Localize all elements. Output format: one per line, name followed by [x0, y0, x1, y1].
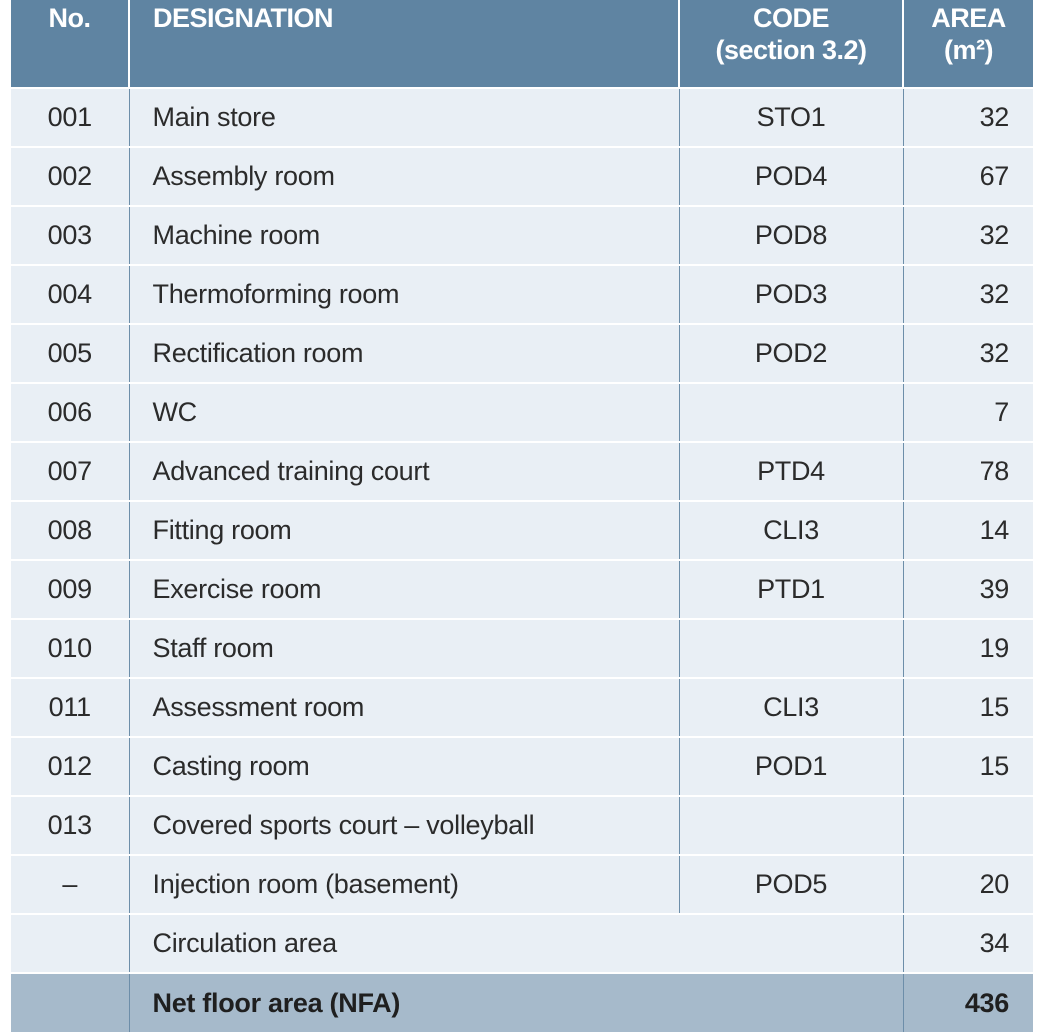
table-row: 008 Fitting room CLI3 14 [11, 500, 1033, 561]
cell-area: 15 [903, 736, 1033, 797]
cell-code: PTD4 [679, 441, 904, 502]
header-area-line1: AREA [931, 3, 1006, 33]
cell-area: 78 [903, 441, 1033, 502]
cell-code [679, 795, 904, 856]
circulation-row: Circulation area 34 [11, 913, 1033, 974]
header-code: CODE (section 3.2) [679, 0, 904, 88]
cell-no: – [11, 854, 130, 915]
cell-code: POD4 [679, 146, 904, 207]
header-designation: DESIGNATION [129, 0, 680, 88]
table-row: 007 Advanced training court PTD4 78 [11, 441, 1033, 502]
header-code-line2: (section 3.2) [715, 35, 867, 65]
table-row: 001 Main store STO1 32 [11, 87, 1033, 148]
header-area: AREA (m²) [903, 0, 1033, 88]
cell-designation: Advanced training court [129, 441, 680, 502]
total-no-empty [11, 972, 130, 1032]
cell-no: 013 [11, 795, 130, 856]
cell-no: 010 [11, 618, 130, 679]
cell-designation: Machine room [129, 205, 680, 266]
cell-no: 012 [11, 736, 130, 797]
table-row: 012 Casting room POD1 15 [11, 736, 1033, 797]
cell-area: 7 [903, 382, 1033, 443]
cell-code: CLI3 [679, 677, 904, 738]
cell-designation: Covered sports court – volleyball [129, 795, 680, 856]
table-row: 005 Rectification room POD2 32 [11, 323, 1033, 384]
cell-area: 14 [903, 500, 1033, 561]
cell-designation: Thermoforming room [129, 264, 680, 325]
cell-no: 004 [11, 264, 130, 325]
table-row: 010 Staff room 19 [11, 618, 1033, 679]
table-row: 013 Covered sports court – volleyball [11, 795, 1033, 856]
cell-area: 20 [903, 854, 1033, 915]
cell-designation: Main store [129, 87, 680, 148]
table-row: 003 Machine room POD8 32 [11, 205, 1033, 266]
header-row: No. DESIGNATION CODE (section 3.2) AREA … [11, 0, 1033, 88]
cell-designation: Fitting room [129, 500, 680, 561]
total-label: Net floor area (NFA) [129, 972, 904, 1032]
area-schedule-table: No. DESIGNATION CODE (section 3.2) AREA … [11, 0, 1033, 1032]
cell-code: STO1 [679, 87, 904, 148]
cell-designation: WC [129, 382, 680, 443]
cell-designation: Staff room [129, 618, 680, 679]
cell-designation: Exercise room [129, 559, 680, 620]
circulation-area: 34 [903, 913, 1033, 974]
cell-code: POD1 [679, 736, 904, 797]
cell-no: 009 [11, 559, 130, 620]
cell-area: 39 [903, 559, 1033, 620]
total-area: 436 [903, 972, 1033, 1032]
cell-area: 32 [903, 264, 1033, 325]
cell-no: 008 [11, 500, 130, 561]
cell-designation: Assessment room [129, 677, 680, 738]
cell-code [679, 618, 904, 679]
table-row: 011 Assessment room CLI3 15 [11, 677, 1033, 738]
cell-no-empty [11, 913, 130, 974]
table-row: – Injection room (basement) POD5 20 [11, 854, 1033, 915]
cell-no: 007 [11, 441, 130, 502]
cell-code: CLI3 [679, 500, 904, 561]
header-area-line2: (m²) [944, 35, 993, 65]
cell-no: 006 [11, 382, 130, 443]
cell-designation: Rectification room [129, 323, 680, 384]
cell-area: 32 [903, 205, 1033, 266]
cell-area: 32 [903, 87, 1033, 148]
cell-designation: Casting room [129, 736, 680, 797]
cell-code: POD8 [679, 205, 904, 266]
cell-no: 005 [11, 323, 130, 384]
cell-area: 15 [903, 677, 1033, 738]
cell-code: POD3 [679, 264, 904, 325]
cell-area [903, 795, 1033, 856]
table-row: 004 Thermoforming room POD3 32 [11, 264, 1033, 325]
table-row: 006 WC 7 [11, 382, 1033, 443]
cell-code: PTD1 [679, 559, 904, 620]
table-row: 002 Assembly room POD4 67 [11, 146, 1033, 207]
table-row: 009 Exercise room PTD1 39 [11, 559, 1033, 620]
cell-code: POD2 [679, 323, 904, 384]
header-no: No. [11, 0, 130, 88]
total-row: Net floor area (NFA) 436 [11, 972, 1033, 1032]
cell-code [679, 382, 904, 443]
cell-no: 011 [11, 677, 130, 738]
circulation-label: Circulation area [129, 913, 904, 974]
cell-no: 002 [11, 146, 130, 207]
header-code-line1: CODE [752, 3, 830, 33]
cell-code: POD5 [679, 854, 904, 915]
cell-area: 19 [903, 618, 1033, 679]
cell-area: 32 [903, 323, 1033, 384]
cell-area: 67 [903, 146, 1033, 207]
cell-designation: Injection room (basement) [129, 854, 680, 915]
cell-designation: Assembly room [129, 146, 680, 207]
cell-no: 003 [11, 205, 130, 266]
cell-no: 001 [11, 87, 130, 148]
